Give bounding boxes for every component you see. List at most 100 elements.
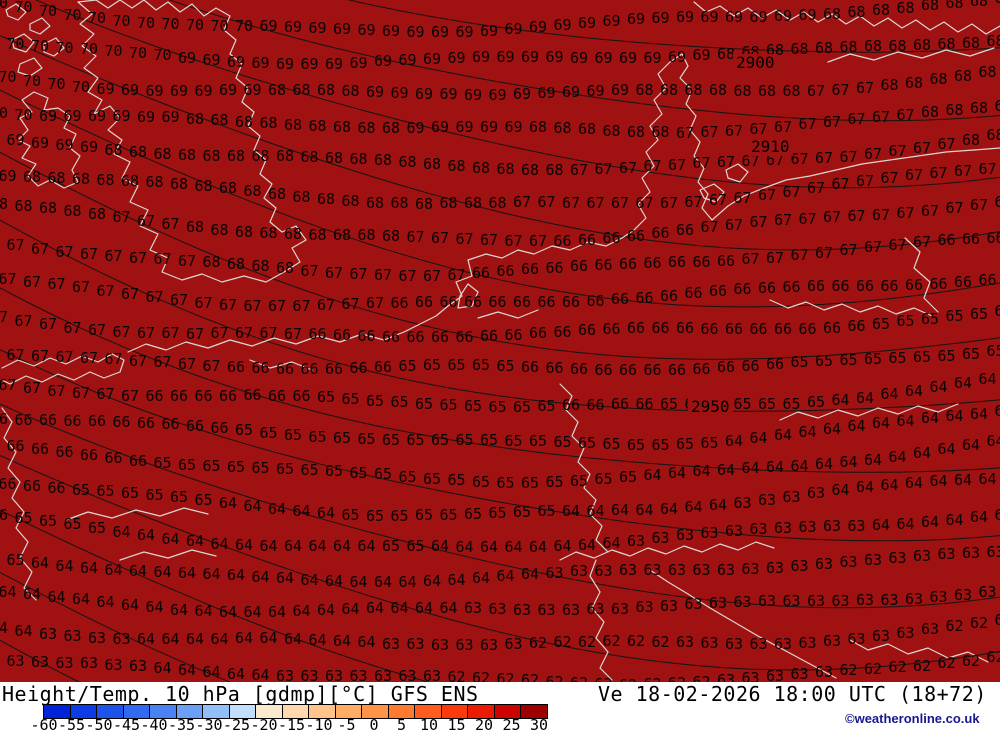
ensemble-value: 68: [194, 176, 213, 195]
ensemble-value: 69: [31, 133, 50, 152]
ensemble-value: 67: [55, 347, 74, 366]
ensemble-value: 66: [521, 260, 540, 279]
ensemble-value: 68: [839, 37, 858, 56]
ensemble-value: 69: [545, 48, 564, 67]
ensemble-value: 63: [782, 591, 801, 610]
ensemble-value: 64: [945, 407, 964, 426]
ensemble-value: 68: [333, 226, 352, 244]
ensemble-value: 65: [447, 471, 466, 490]
ensemble-value: 68: [913, 36, 932, 55]
ensemble-value: 63: [758, 592, 777, 610]
ensemble-value: 69: [170, 82, 189, 101]
ensemble-value: 66: [586, 395, 605, 414]
ensemble-value: 67: [905, 166, 924, 185]
ensemble-value: 65: [333, 429, 352, 448]
ensemble-value: 65: [170, 487, 189, 506]
ensemble-value: 64: [374, 573, 393, 592]
ensemble-value: 68: [439, 194, 458, 213]
legend-tick-label: 15: [447, 716, 466, 733]
ensemble-value: 68: [921, 103, 940, 122]
ensemble-value: 67: [145, 288, 164, 307]
ensemble-value: 66: [268, 386, 287, 405]
contour-line: [0, 571, 232, 682]
ensemble-value: 67: [121, 386, 140, 405]
ensemble-value: 68: [210, 110, 229, 129]
ensemble-value: 68: [276, 259, 295, 278]
ensemble-value: 70: [6, 35, 25, 54]
contour-line: [0, 403, 1000, 609]
ensemble-value: 69: [325, 54, 344, 73]
ensemble-value: 63: [676, 526, 695, 545]
ensemble-value: 64: [357, 633, 376, 652]
ensemble-value: 65: [63, 515, 82, 534]
ensemble-value: 66: [39, 411, 58, 430]
ensemble-value: 67: [839, 241, 858, 259]
coastline-channel: [127, 305, 449, 353]
ensemble-value: 67: [725, 121, 744, 140]
ensemble-value: 62: [644, 677, 662, 682]
ensemble-value: 64: [202, 564, 221, 583]
ensemble-value: 64: [137, 526, 156, 545]
coastline-brittany: [1, 353, 125, 385]
ensemble-value: 63: [798, 517, 817, 536]
ensemble-value: 68: [153, 144, 172, 163]
ensemble-value: 68: [47, 169, 66, 188]
ensemble-value: 67: [749, 213, 768, 232]
ensemble-value: 66: [308, 325, 327, 344]
contour-line: [0, 35, 1000, 251]
ensemble-value: 68: [129, 142, 148, 161]
ensemble-value: 69: [676, 8, 695, 27]
ensemble-value: 66: [219, 386, 238, 405]
ensemble-value: 70: [31, 37, 50, 56]
ensemble-value: 65: [758, 395, 777, 414]
ensemble-value: 64: [308, 630, 327, 649]
ensemble-value: 63: [325, 667, 344, 682]
ensemble-value: 63: [112, 629, 131, 648]
ensemble-value: 62: [945, 617, 964, 636]
ensemble-value: 62: [496, 669, 515, 682]
ensemble-value: 68: [962, 34, 981, 53]
ensemble-value: 62: [651, 632, 670, 651]
ensemble-value: 67: [243, 296, 262, 315]
border-balkans: [849, 639, 989, 663]
ensemble-value: 67: [643, 157, 662, 176]
ensemble-value: 67: [39, 315, 58, 334]
ensemble-value: 67: [202, 356, 221, 375]
river-seine: [249, 359, 313, 371]
ensemble-value: 68: [488, 193, 507, 212]
ensemble-value: 63: [545, 563, 564, 582]
ensemble-value: 65: [398, 356, 417, 375]
ensemble-value: 63: [627, 531, 646, 550]
ensemble-value: 64: [978, 369, 997, 388]
ensemble-value: 67: [815, 243, 834, 262]
ensemble-value: 68: [88, 204, 107, 223]
ensemble-value: 67: [447, 265, 466, 284]
ensemble-value: 68: [905, 73, 924, 92]
ensemble-value: 64: [864, 450, 883, 469]
coastline-scandinavia: [693, 1, 1000, 35]
ensemble-value: 67: [660, 193, 679, 212]
ensemble-value: 67: [725, 215, 744, 234]
ensemble-value: 64: [284, 630, 303, 648]
ensemble-value: 65: [464, 504, 483, 523]
ensemble-value: 68: [496, 160, 515, 179]
ensemble-value: 64: [219, 603, 238, 622]
ensemble-value: 64: [55, 556, 74, 575]
ensemble-value: 67: [129, 249, 148, 267]
ensemble-value: 69: [553, 15, 572, 34]
border-rhine: [559, 383, 609, 553]
coastline-zuiderzee: [457, 283, 539, 319]
ensemble-value: 64: [994, 505, 1000, 524]
coastline-biscay: [1, 407, 37, 601]
copyright-link[interactable]: ©weatheronline.co.uk: [845, 711, 980, 726]
ensemble-value: 67: [349, 265, 368, 284]
coastline-netherlands: [447, 229, 635, 307]
ensemble-value: 64: [308, 537, 327, 556]
ensemble-value: 66: [0, 409, 9, 428]
ensemble-value: 66: [635, 288, 654, 307]
ensemble-value: 63: [978, 583, 997, 602]
ensemble-value: 65: [406, 431, 425, 449]
ensemble-value: 67: [864, 238, 883, 257]
ensemble-value: 68: [268, 185, 287, 204]
ensemble-value: 67: [954, 161, 973, 180]
